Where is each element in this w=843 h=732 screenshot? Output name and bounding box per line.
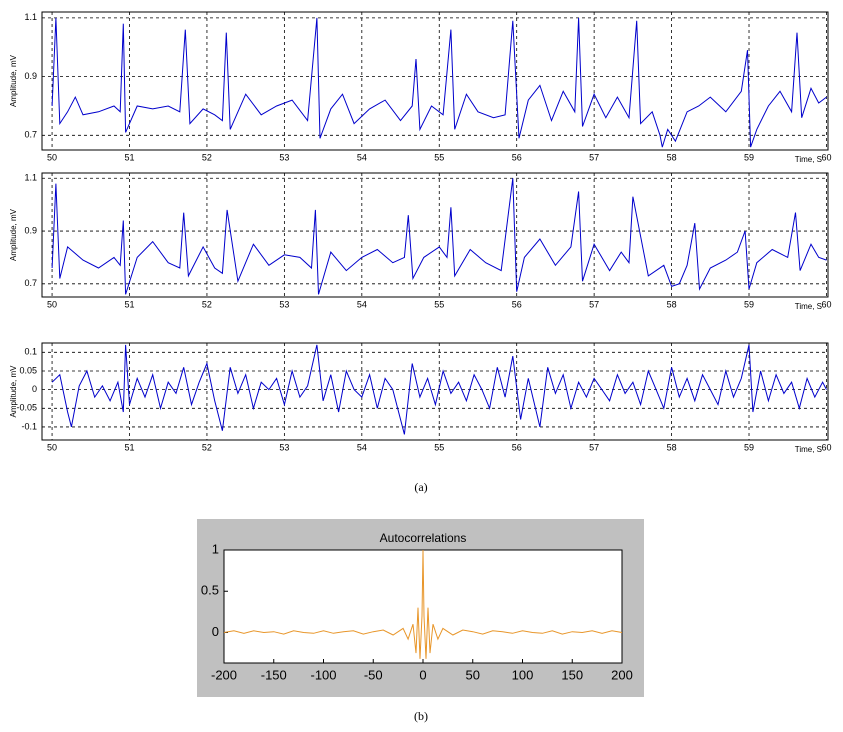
x-tick-label: 55 (434, 299, 444, 309)
y-tick-label: 0.1 (24, 347, 37, 357)
x-tick-label: 50 (466, 667, 480, 682)
x-tick-label: 55 (434, 152, 444, 162)
x-tick-label: 50 (47, 299, 57, 309)
x-tick-label: -200 (211, 667, 237, 682)
x-tick-label: -150 (261, 667, 287, 682)
x-tick-label: 50 (47, 152, 57, 162)
y-tick-label: -0.05 (16, 403, 37, 413)
x-tick-label: 200 (611, 667, 633, 682)
y-tick-label: 0.7 (24, 278, 37, 288)
x-axis-label: Time, S (795, 302, 822, 311)
plot-area (41, 172, 829, 298)
x-tick-label: 56 (512, 299, 522, 309)
x-tick-label: 52 (202, 152, 212, 162)
x-tick-label: 56 (512, 152, 522, 162)
plot-area (41, 11, 829, 151)
x-tick-label: 54 (357, 299, 367, 309)
y-tick-label: 0.9 (24, 225, 37, 235)
caption: (a) (414, 480, 427, 494)
y-axis-label: Amplitude, mV (9, 365, 18, 418)
y-tick-label: 1.1 (24, 12, 37, 22)
y-axis-label: Amplitude, mV (9, 54, 18, 107)
x-tick-label: 59 (744, 299, 754, 309)
x-tick-label: 58 (667, 442, 677, 452)
x-tick-label: 51 (124, 442, 134, 452)
x-axis-label: Time, S (795, 155, 822, 164)
signal-line (51, 17, 827, 148)
y-tick-label: 0 (212, 624, 219, 639)
y-tick-label: 0.5 (201, 583, 219, 598)
y-tick-label: -0.1 (21, 421, 37, 431)
x-tick-label: 53 (279, 152, 289, 162)
x-tick-label: 52 (202, 299, 212, 309)
x-tick-label: -50 (364, 667, 383, 682)
signal-line (51, 178, 827, 295)
x-tick-label: 59 (744, 442, 754, 452)
x-tick-label: 60 (821, 442, 831, 452)
x-tick-label: 53 (279, 299, 289, 309)
caption: (b) (414, 709, 428, 723)
x-tick-label: 51 (124, 152, 134, 162)
x-tick-label: 52 (202, 442, 212, 452)
y-tick-label: 0.9 (24, 71, 37, 81)
x-tick-label: 58 (667, 299, 677, 309)
y-tick-label: 0.05 (19, 365, 37, 375)
x-tick-label: 53 (279, 442, 289, 452)
x-tick-label: 57 (589, 299, 599, 309)
x-tick-label: 55 (434, 442, 444, 452)
x-tick-label: 57 (589, 152, 599, 162)
signal-line (223, 549, 623, 659)
x-tick-label: 51 (124, 299, 134, 309)
x-axis-label: Time, S (795, 445, 822, 454)
x-tick-label: 60 (821, 152, 831, 162)
y-tick-label: 1.1 (24, 173, 37, 183)
x-tick-label: 54 (357, 152, 367, 162)
y-tick-label: 0 (32, 384, 37, 394)
x-tick-label: 60 (821, 299, 831, 309)
y-tick-label: 0.7 (24, 130, 37, 140)
x-tick-label: 58 (667, 152, 677, 162)
x-tick-label: -100 (310, 667, 336, 682)
x-tick-label: 57 (589, 442, 599, 452)
x-tick-label: 59 (744, 152, 754, 162)
x-tick-label: 56 (512, 442, 522, 452)
signal-line (51, 344, 827, 435)
x-tick-label: 150 (561, 667, 583, 682)
y-tick-label: 1 (212, 541, 219, 556)
x-tick-label: 0 (419, 667, 426, 682)
x-tick-label: 54 (357, 442, 367, 452)
x-tick-label: 50 (47, 442, 57, 452)
x-tick-label: 100 (512, 667, 534, 682)
y-axis-label: Amplitude, mV (9, 208, 18, 261)
chart-title: Autocorrelations (380, 531, 467, 545)
plot-area (41, 342, 829, 441)
